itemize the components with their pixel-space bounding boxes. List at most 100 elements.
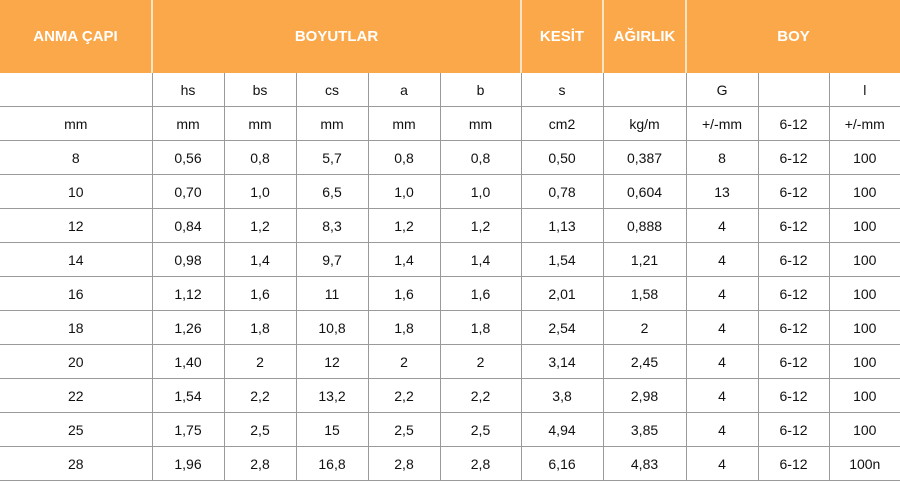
table-cell: 20 [0, 344, 153, 379]
table-cell: 1,40 [151, 344, 225, 379]
table-cell: 1,2 [367, 208, 441, 243]
table-cell: 1,12 [151, 276, 225, 311]
table-cell: mm [295, 106, 369, 141]
table-cell: 1,8 [367, 310, 441, 345]
table-cell: 1,0 [439, 174, 522, 209]
table-cell: 2 [439, 344, 522, 379]
table-cell: 2,54 [520, 310, 604, 345]
table-row: 8 0,56 0,8 5,7 0,8 0,8 0,50 0,387 8 6-12 100 [0, 140, 900, 175]
table-cell: 6-12 [757, 446, 830, 481]
table-cell: 4,83 [602, 446, 687, 481]
table-cell: 1,96 [151, 446, 225, 481]
table-cell: 2 [367, 344, 441, 379]
table-cell: 1,6 [439, 276, 522, 311]
table-cell: 0,8 [439, 140, 522, 175]
table-cell: +/-mm [685, 106, 759, 141]
table-cell: 1,2 [223, 208, 297, 243]
table-cell: 100 [828, 310, 900, 345]
table-cell: 3,85 [602, 412, 687, 447]
table-cell: a [367, 73, 441, 107]
table-cell: 4 [685, 378, 759, 413]
table-cell: 2,5 [439, 412, 522, 447]
table-cell: 1,26 [151, 310, 225, 345]
table-row: 14 0,98 1,4 9,7 1,4 1,4 1,54 1,21 4 6-12 100 [0, 242, 900, 277]
table-cell: 4 [685, 310, 759, 345]
table-cell: 2,8 [223, 446, 297, 481]
table-cell: 1,2 [439, 208, 522, 243]
table-cell: 1,0 [367, 174, 441, 209]
table-cell: 4 [685, 242, 759, 277]
table-cell: 12 [295, 344, 369, 379]
table-cell: 100 [828, 174, 900, 209]
table-cell: mm [439, 106, 522, 141]
table-cell: 3,14 [520, 344, 604, 379]
table-cell: mm [367, 106, 441, 141]
table-cell: 1,6 [223, 276, 297, 311]
table-cell: 0,50 [520, 140, 604, 175]
table-cell: 0,8 [223, 140, 297, 175]
table-cell: 2 [223, 344, 297, 379]
table-cell: 10 [0, 174, 153, 209]
table-cell: 100 [828, 140, 900, 175]
table-cell: 100 [828, 208, 900, 243]
table-cell: 100 [828, 276, 900, 311]
table-cell: 0,8 [367, 140, 441, 175]
table-cell: 3,8 [520, 378, 604, 413]
table-cell: 28 [0, 446, 153, 481]
table-cell: 1,58 [602, 276, 687, 311]
table-cell: 8 [0, 140, 153, 175]
table-cell: 25 [0, 412, 153, 447]
table-cell: 0,387 [602, 140, 687, 175]
table-cell: 15 [295, 412, 369, 447]
table-cell: 0,98 [151, 242, 225, 277]
table-cell: 4,94 [520, 412, 604, 447]
table-cell: 0,604 [602, 174, 687, 209]
column-group-header: BOYUTLAR [150, 0, 522, 73]
table-cell: 2,8 [367, 446, 441, 481]
table-row: 28 1,96 2,8 16,8 2,8 2,8 6,16 4,83 4 6-12 100n [0, 446, 900, 481]
table-cell: 5,7 [295, 140, 369, 175]
table-cell: 6,16 [520, 446, 604, 481]
table-cell: 0,84 [151, 208, 225, 243]
table-cell: 2,01 [520, 276, 604, 311]
table-cell: 1,4 [223, 242, 297, 277]
table-cell: 1,54 [151, 378, 225, 413]
table-cell: 100 [828, 242, 900, 277]
table-cell: 0,56 [151, 140, 225, 175]
column-group-header: ANMA ÇAPI [0, 0, 152, 73]
table-cell: 2,5 [223, 412, 297, 447]
table-cell: 0,888 [602, 208, 687, 243]
table-cell: 1,13 [520, 208, 604, 243]
table-cell [0, 73, 153, 107]
table-cell: 13 [685, 174, 759, 209]
table-cell: 2,8 [439, 446, 522, 481]
table-cell: 100 [828, 378, 900, 413]
table-cell: 6-12 [757, 412, 830, 447]
table-cell: 100n [828, 446, 900, 481]
table-cell: hs [151, 73, 225, 107]
table-cell: 2,45 [602, 344, 687, 379]
table-cell: mm [151, 106, 225, 141]
table-cell: 4 [685, 412, 759, 447]
table-cell: 2,5 [367, 412, 441, 447]
table-cell: 6,5 [295, 174, 369, 209]
table-cell: 6-12 [757, 106, 830, 141]
column-group-header: KESİT [520, 0, 604, 73]
table-cell: 6-12 [757, 276, 830, 311]
table-cell: 2,98 [602, 378, 687, 413]
table-cell: 0,70 [151, 174, 225, 209]
unit-row: mm mm mm mm mm mm cm2 kg/m +/-mm 6-12 +/-mm [0, 106, 900, 141]
table-cell: 6-12 [757, 140, 830, 175]
table-cell: cs [295, 73, 369, 107]
header-row: ANMA ÇAPI BOYUTLAR KESİT AĞIRLIK BOY [0, 0, 900, 73]
table-row: 10 0,70 1,0 6,5 1,0 1,0 0,78 0,604 13 6-12 100 [0, 174, 900, 209]
table-cell: 2,2 [223, 378, 297, 413]
table-cell: 6-12 [757, 344, 830, 379]
table-cell: 1,4 [367, 242, 441, 277]
table-cell: s [520, 73, 604, 107]
table-cell: 1,0 [223, 174, 297, 209]
table-cell: b [439, 73, 522, 107]
table-cell: cm2 [520, 106, 604, 141]
table-cell: mm [0, 106, 153, 141]
